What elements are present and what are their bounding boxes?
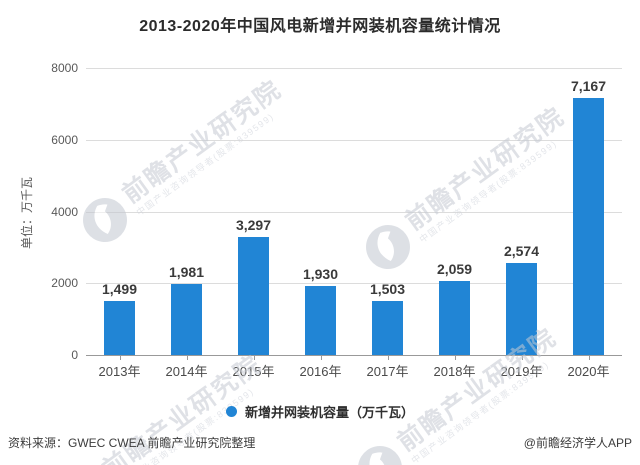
- x-axis-tick: [387, 356, 389, 360]
- bar-2019年: [506, 262, 537, 355]
- legend-marker-dot: [225, 406, 237, 417]
- credit-text: @前瞻经济学人APP: [523, 436, 632, 450]
- y-axis-unit-label: 单位：万千瓦: [20, 177, 34, 250]
- y-axis-tick-label: 6000: [51, 132, 78, 147]
- x-axis-tick: [320, 356, 322, 360]
- y-axis-tick-label: 0: [71, 348, 78, 362]
- bar-2018年: [439, 281, 470, 355]
- gridline: [86, 211, 622, 213]
- gridline: [86, 68, 622, 69]
- gridline: [86, 283, 622, 285]
- data-source-text: 资料来源：GWEC CWEA 前瞻产业研究院整理: [8, 436, 256, 450]
- footer: 资料来源：GWEC CWEA 前瞻产业研究院整理 @前瞻经济学人APP: [8, 434, 632, 451]
- chart-title: 2013-2020年中国风电新增并网装机容量统计情况: [139, 18, 501, 35]
- bar-2016年: [305, 285, 336, 355]
- x-axis-tick: [119, 356, 121, 360]
- bar-value-label: 1,503: [369, 281, 406, 298]
- bar-2020年: [573, 97, 604, 355]
- x-axis-label: 2017年: [366, 364, 409, 379]
- x-axis-tick: [521, 356, 523, 360]
- y-axis-tick-label: 4000: [51, 204, 78, 219]
- legend-series-label: 新增并网装机容量（万千瓦）: [244, 405, 414, 420]
- bar-2017年: [372, 301, 403, 355]
- bar-2013年: [104, 301, 135, 355]
- y-axis-tick-label: 8000: [51, 61, 78, 75]
- x-axis-label: 2013年: [98, 364, 141, 379]
- x-axis-label: 2015年: [232, 364, 275, 379]
- x-axis-tick: [253, 356, 255, 360]
- x-axis-label: 2016年: [299, 364, 342, 379]
- x-axis-label: 2020年: [567, 364, 610, 379]
- y-axis-tick-label: 2000: [51, 276, 78, 291]
- x-axis-label: 2019年: [500, 364, 543, 379]
- bar-value-label: 1,930: [302, 265, 339, 282]
- x-axis-tick: [588, 356, 590, 360]
- bar-value-label: 2,059: [436, 261, 473, 278]
- bar-2015年: [238, 236, 269, 355]
- bar-value-label: 3,297: [235, 216, 272, 233]
- bar-value-label: 1,499: [101, 281, 138, 298]
- bar-value-label: 1,981: [168, 263, 205, 280]
- bar-2014年: [171, 283, 202, 355]
- legend: 新增并网装机容量（万千瓦）: [0, 402, 640, 421]
- x-axis-tick: [186, 356, 188, 360]
- x-axis-label: 2014年: [165, 364, 208, 379]
- x-axis-label: 2018年: [433, 364, 476, 379]
- x-axis-tick: [454, 356, 456, 360]
- bar-value-label: 2,574: [503, 242, 540, 259]
- x-axis-line: [86, 355, 622, 356]
- bar-value-label: 7,167: [570, 77, 607, 94]
- gridline: [86, 139, 622, 141]
